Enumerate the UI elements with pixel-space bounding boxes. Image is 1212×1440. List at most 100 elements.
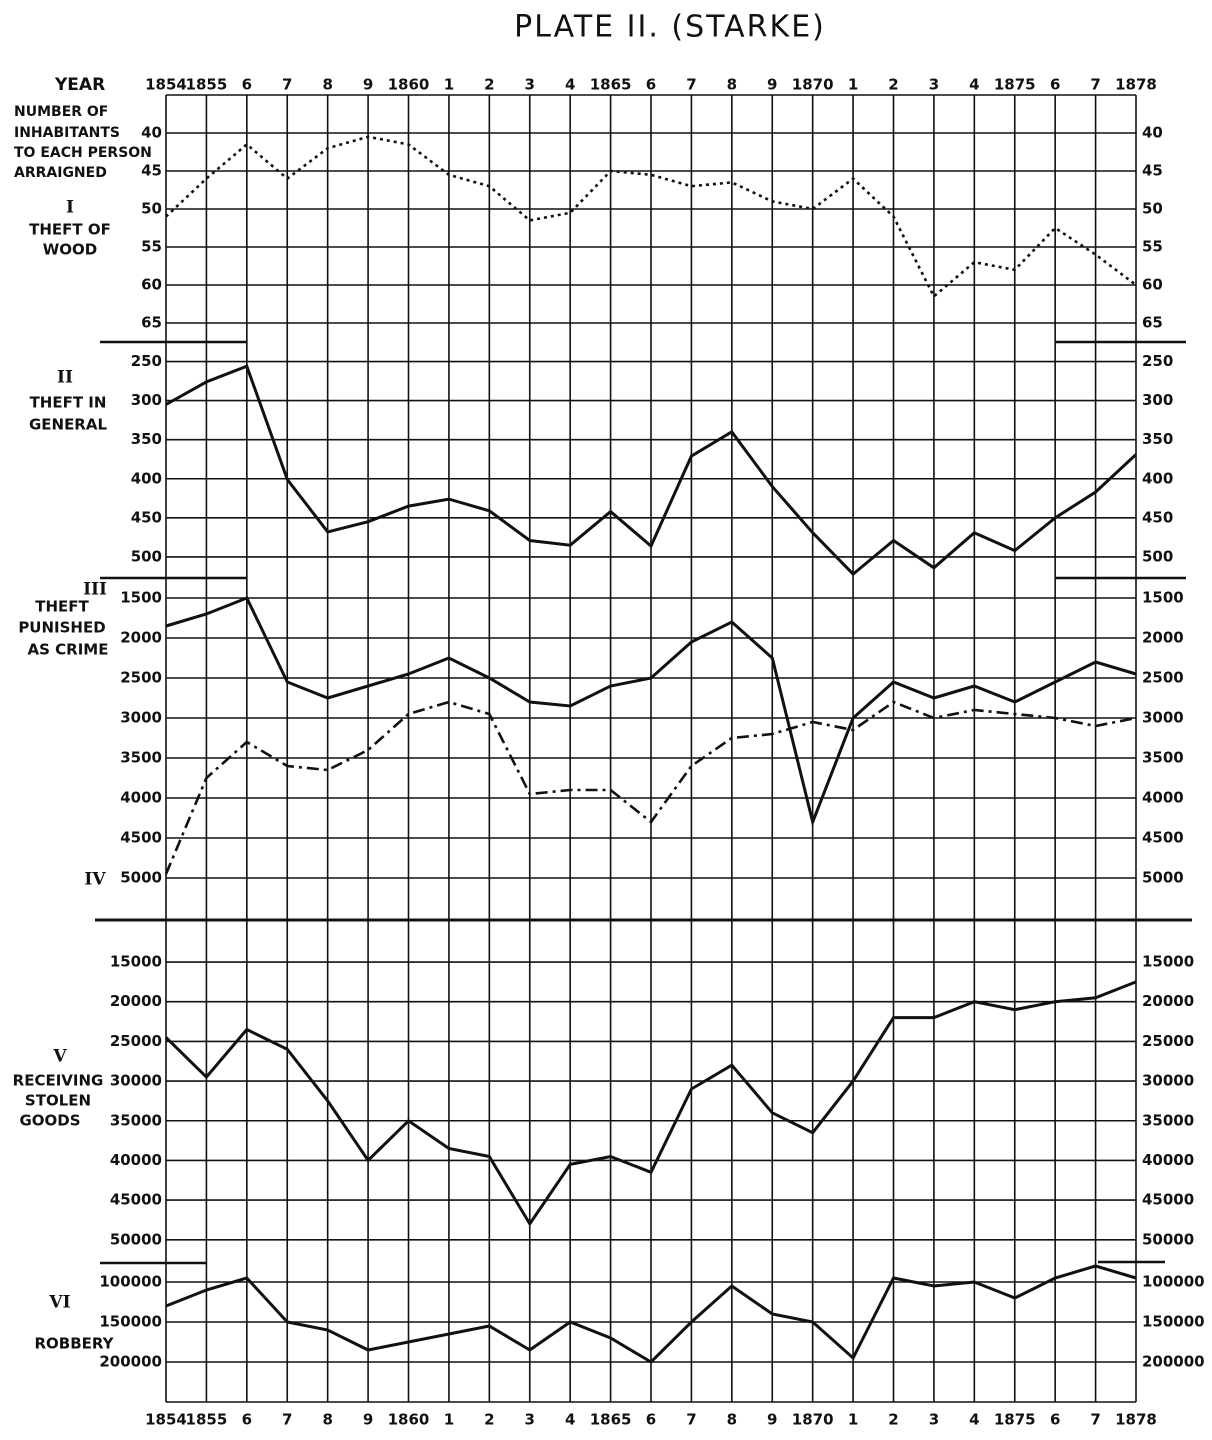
y-tick-label: 65 [1142, 314, 1163, 332]
y-tick-label: 5000 [120, 869, 162, 887]
y-tick-label: 250 [1142, 352, 1173, 370]
x-tick-label: 7 [1090, 76, 1100, 94]
y-tick-label: 60 [1142, 276, 1163, 294]
y-tick-label: 25000 [1142, 1032, 1194, 1050]
x-tick-label: 3 [929, 1411, 939, 1429]
y-tick-label: 350 [1142, 430, 1173, 448]
y-tick-label: 60 [141, 276, 162, 294]
y-tick-label: 500 [1142, 547, 1173, 565]
y-tick-label: 25000 [110, 1032, 162, 1050]
y-tick-label: 55 [1142, 238, 1163, 256]
y-tick-label: 50 [141, 200, 162, 218]
x-axis-label: YEAR [54, 75, 105, 95]
x-tick-label: 3 [525, 76, 535, 94]
x-tick-label: 9 [767, 1411, 777, 1429]
panel-caption: STOLEN [25, 1092, 91, 1110]
x-tick-label: 2 [888, 76, 898, 94]
x-tick-label: 1875 [994, 1411, 1036, 1429]
y-tick-label: 450 [1142, 508, 1173, 526]
y-tick-label: 200000 [1142, 1353, 1205, 1371]
x-tick-label: 3 [525, 1411, 535, 1429]
x-tick-label: 4 [565, 76, 575, 94]
y-tick-label: 4000 [1142, 789, 1184, 807]
y-axis-label: TO EACH PERSON [14, 145, 152, 161]
y-tick-label: 350 [131, 430, 162, 448]
panel-caption: THEFT OF [29, 221, 111, 239]
y-tick-label: 15000 [110, 953, 162, 971]
y-tick-label: 50 [1142, 200, 1163, 218]
panel-caption: GENERAL [29, 416, 108, 434]
x-tick-label: 8 [322, 76, 332, 94]
y-tick-label: 45 [1142, 162, 1163, 180]
panel-caption: AS CRIME [28, 641, 109, 659]
x-tick-label: 1854 [145, 76, 187, 94]
y-tick-label: 45000 [1142, 1191, 1194, 1209]
x-tick-label: 1878 [1115, 76, 1157, 94]
y-tick-label: 1500 [1142, 589, 1184, 607]
series-name: III [83, 580, 107, 600]
x-tick-label: 1 [444, 1411, 454, 1429]
panel-caption: ROBBERY [34, 1335, 114, 1353]
y-tick-label: 400 [131, 469, 162, 487]
y-tick-label: 200000 [99, 1353, 162, 1371]
y-tick-label: 30000 [110, 1072, 162, 1090]
y-tick-label: 15000 [1142, 953, 1194, 971]
panel-caption: GOODS [19, 1112, 80, 1130]
x-tick-label: 9 [767, 76, 777, 94]
data-line [164, 980, 1137, 1227]
x-tick-label: 3 [929, 76, 939, 94]
data-line [165, 596, 1137, 827]
y-tick-label: 100000 [99, 1273, 162, 1291]
y-tick-label: 5000 [1142, 869, 1184, 887]
x-tick-label: 1 [848, 1411, 858, 1429]
chart-title: PLATE II. (STARKE) [514, 10, 826, 45]
x-tick-label: 4 [565, 1411, 575, 1429]
y-tick-label: 40 [141, 124, 162, 142]
y-tick-label: 500 [131, 547, 162, 565]
panel-caption: WOOD [43, 241, 98, 259]
y-tick-label: 150000 [99, 1313, 162, 1331]
y-tick-label: 4000 [120, 789, 162, 807]
x-tick-label: 1 [848, 76, 858, 94]
x-tick-label: 1860 [388, 76, 430, 94]
x-tick-label: 6 [242, 76, 252, 94]
x-tick-label: 1860 [388, 1411, 430, 1429]
series-name: I [66, 198, 74, 218]
y-axis-label: INHABITANTS [14, 125, 120, 141]
y-tick-label: 2500 [120, 669, 162, 687]
x-tick-label: 1865 [590, 1411, 632, 1429]
x-tick-label: 8 [727, 76, 737, 94]
x-tick-label: 1870 [792, 76, 834, 94]
series-name: II [57, 368, 73, 388]
y-tick-label: 40000 [1142, 1151, 1194, 1169]
y-tick-label: 300 [131, 391, 162, 409]
panel-caption: THEFT [35, 598, 89, 616]
series-name: VI [48, 1293, 70, 1313]
y-tick-label: 2000 [120, 629, 162, 647]
y-axis-label: ARRAIGNED [14, 165, 107, 181]
x-tick-label: 6 [1050, 1411, 1060, 1429]
y-tick-label: 150000 [1142, 1313, 1205, 1331]
series-name: V [52, 1047, 67, 1067]
y-tick-label: 400 [1142, 469, 1173, 487]
y-tick-label: 40 [1142, 124, 1163, 142]
y-tick-label: 100000 [1142, 1273, 1205, 1291]
x-tick-label: 8 [322, 1411, 332, 1429]
x-tick-label: 7 [686, 76, 696, 94]
y-tick-label: 35000 [110, 1111, 162, 1129]
y-tick-label: 2000 [1142, 629, 1184, 647]
panel-separators [95, 340, 1192, 1265]
panel-caption: THEFT IN [30, 394, 107, 412]
x-tick-label: 1855 [186, 1411, 228, 1429]
data-line [165, 364, 1138, 577]
x-tick-label: 4 [969, 76, 979, 94]
x-tick-label: 6 [1050, 76, 1060, 94]
x-tick-label: 1855 [186, 76, 228, 94]
y-tick-label: 20000 [1142, 992, 1194, 1010]
panel-caption: RECEIVING [13, 1072, 104, 1090]
panel-caption: PUNISHED [18, 619, 105, 637]
y-tick-label: 3500 [120, 749, 162, 767]
x-tick-label: 6 [646, 76, 656, 94]
x-tick-label: 1878 [1115, 1411, 1157, 1429]
y-tick-label: 3000 [1142, 709, 1184, 727]
